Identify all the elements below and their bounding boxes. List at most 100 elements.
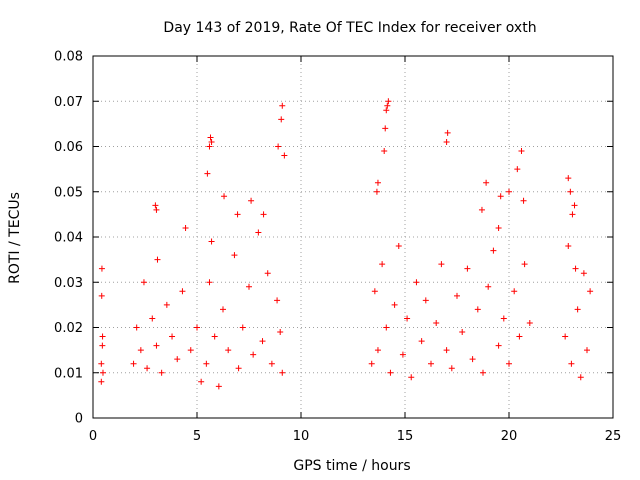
data-point: [208, 238, 215, 245]
data-point: [518, 148, 525, 155]
data-point: [374, 179, 381, 186]
data-point: [379, 261, 386, 268]
data-point: [438, 261, 445, 268]
data-point: [140, 279, 147, 286]
data-point: [391, 301, 398, 308]
data-point: [368, 360, 375, 367]
data-point: [98, 265, 105, 272]
data-point: [99, 342, 106, 349]
data-point: [506, 188, 512, 195]
data-point: [234, 211, 241, 218]
data-point: [158, 369, 165, 376]
data-point: [399, 351, 406, 358]
y-tick-label: 0.04: [54, 231, 83, 246]
data-point: [152, 202, 159, 209]
y-tick-label: 0.08: [54, 50, 83, 65]
data-point: [153, 342, 160, 349]
data-point: [221, 193, 228, 200]
data-point: [264, 270, 271, 277]
data-point: [568, 360, 575, 367]
data-point: [483, 179, 490, 186]
data-point: [248, 197, 255, 204]
data-point: [383, 324, 390, 331]
data-point: [99, 333, 106, 340]
data-point: [490, 247, 497, 254]
data-point: [163, 301, 170, 308]
data-point: [98, 292, 105, 299]
data-point: [220, 306, 226, 313]
data-point: [495, 342, 502, 349]
data-point: [203, 360, 210, 367]
data-point: [511, 288, 518, 295]
data-point: [384, 102, 391, 109]
data-point: [565, 175, 572, 182]
data-point: [469, 356, 476, 363]
data-point: [382, 125, 389, 132]
data-point: [383, 107, 390, 114]
data-point: [514, 166, 521, 173]
data-point: [495, 224, 502, 231]
x-tick-label: 0: [89, 429, 97, 444]
y-tick-label: 0.01: [54, 366, 83, 381]
y-tick-label: 0.02: [54, 321, 83, 336]
data-point: [521, 261, 528, 268]
data-points: [98, 98, 594, 390]
data-point: [198, 378, 205, 385]
data-point: [174, 356, 181, 363]
data-point: [520, 197, 527, 204]
data-point: [235, 365, 242, 372]
x-axis-label: GPS time / hours: [293, 458, 410, 474]
data-point: [144, 365, 151, 372]
data-point: [422, 297, 429, 304]
x-tick-label: 15: [397, 429, 414, 444]
data-point: [268, 360, 275, 367]
data-point: [443, 347, 450, 354]
y-tick-label: 0: [75, 412, 83, 427]
data-point: [485, 283, 492, 290]
data-point: [260, 211, 267, 218]
data-point: [275, 143, 282, 150]
data-point: [169, 333, 176, 340]
data-point: [278, 116, 285, 123]
data-point: [373, 188, 380, 195]
data-point: [474, 306, 481, 313]
data-point: [259, 338, 266, 345]
data-point: [443, 138, 450, 145]
x-tick-label: 25: [605, 429, 622, 444]
data-point: [418, 338, 425, 345]
y-tick-label: 0.05: [54, 185, 83, 200]
data-point: [516, 333, 523, 340]
data-point: [580, 270, 587, 277]
data-point: [433, 319, 440, 326]
data-point: [374, 347, 381, 354]
data-point: [385, 98, 392, 105]
data-point: [480, 369, 486, 376]
data-point: [428, 360, 434, 367]
data-point: [130, 360, 137, 367]
data-point: [98, 360, 105, 367]
data-point: [413, 279, 420, 286]
grid-lines: [93, 56, 613, 418]
data-point: [207, 134, 214, 141]
data-point: [497, 193, 504, 200]
data-point: [225, 347, 232, 354]
x-tick-label: 5: [193, 429, 201, 444]
data-point: [371, 288, 378, 295]
data-point: [137, 347, 144, 354]
data-point: [281, 152, 288, 159]
data-point: [408, 374, 415, 381]
data-point: [211, 333, 218, 340]
data-point: [208, 138, 215, 145]
y-tick-label: 0.06: [54, 140, 83, 155]
data-point: [277, 329, 284, 336]
data-point: [187, 347, 194, 354]
data-point: [182, 224, 189, 231]
chart-title: Day 143 of 2019, Rate Of TEC Index for r…: [163, 20, 536, 36]
data-point: [98, 378, 105, 385]
data-point: [279, 369, 286, 376]
data-point: [246, 283, 252, 290]
data-point: [274, 297, 281, 304]
x-tick-label: 20: [501, 429, 518, 444]
